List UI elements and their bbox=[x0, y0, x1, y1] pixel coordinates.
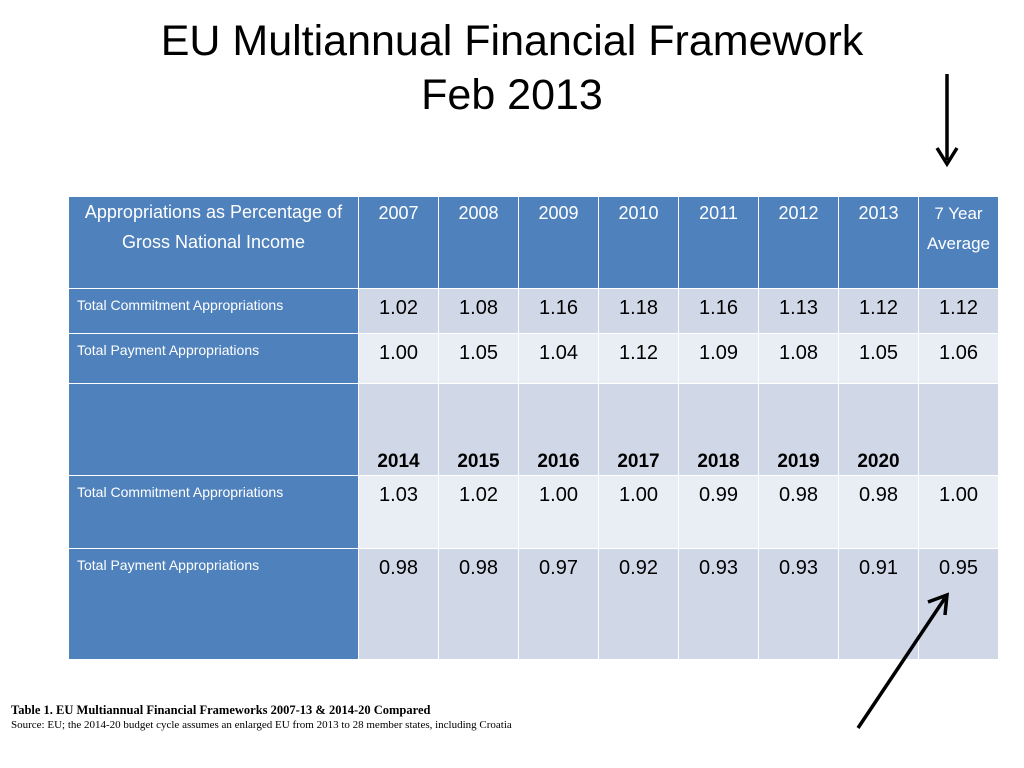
year-header: 2007 bbox=[358, 196, 439, 289]
header-row: Appropriations as Percentage of Gross Na… bbox=[68, 196, 999, 289]
table-cell: 1.16 bbox=[678, 288, 759, 334]
table-row: Total Commitment Appropriations 1.02 1.0… bbox=[68, 288, 999, 334]
table-cell: 0.99 bbox=[678, 475, 759, 549]
arrow-up-right-icon bbox=[856, 592, 950, 729]
year-label: 2019 bbox=[758, 383, 839, 476]
table-cell: 1.09 bbox=[678, 333, 759, 384]
table-cell: 1.04 bbox=[518, 333, 599, 384]
table-cell: 0.93 bbox=[678, 548, 759, 660]
title-line-2: Feb 2013 bbox=[421, 71, 603, 119]
table-cell: 1.13 bbox=[758, 288, 839, 334]
table-cell: 1.02 bbox=[438, 475, 519, 549]
year-header: 2013 bbox=[838, 196, 919, 289]
average-cell: 1.06 bbox=[918, 333, 999, 384]
table-row: Total Payment Appropriations 1.00 1.05 1… bbox=[68, 333, 999, 384]
caption-title: Table 1. EU Multiannual Financial Framew… bbox=[11, 703, 431, 717]
table-cell: 1.12 bbox=[838, 288, 919, 334]
table-cell: 1.08 bbox=[438, 288, 519, 334]
table-row: Total Payment Appropriations 0.98 0.98 0… bbox=[68, 548, 999, 660]
year-label: 2017 bbox=[598, 383, 679, 476]
mff-table: Appropriations as Percentage of Gross Na… bbox=[68, 196, 999, 660]
table-cell: 0.91 bbox=[838, 548, 919, 660]
year-header: 2009 bbox=[518, 196, 599, 289]
average-cell: 0.95 bbox=[918, 548, 999, 660]
table-cell: 1.16 bbox=[518, 288, 599, 334]
average-cell-empty bbox=[918, 383, 999, 476]
table-cell: 1.12 bbox=[598, 333, 679, 384]
row-label: Total Payment Appropriations bbox=[68, 333, 359, 384]
table-row: Total Commitment Appropriations 1.03 1.0… bbox=[68, 475, 999, 549]
title-line-1: EU Multiannual Financial Framework bbox=[160, 17, 864, 65]
caption-source: Source: EU; the 2014-20 budget cycle ass… bbox=[11, 719, 512, 731]
table-cell: 0.97 bbox=[518, 548, 599, 660]
year-label: 2015 bbox=[438, 383, 519, 476]
corner-header: Appropriations as Percentage of Gross Na… bbox=[68, 196, 359, 289]
table-cell: 1.00 bbox=[518, 475, 599, 549]
table-cell: 0.98 bbox=[758, 475, 839, 549]
year-row-2014-2020: 2014 2015 2016 2017 2018 2019 2020 bbox=[68, 383, 999, 476]
table-cell: 1.05 bbox=[438, 333, 519, 384]
year-label: 2018 bbox=[678, 383, 759, 476]
year-label: 2020 bbox=[838, 383, 919, 476]
row-label: Total Commitment Appropriations bbox=[68, 288, 359, 334]
row-label: Total Commitment Appropriations bbox=[68, 475, 359, 549]
arrow-down-icon bbox=[935, 74, 959, 168]
table-cell: 0.98 bbox=[438, 548, 519, 660]
year-header: 2010 bbox=[598, 196, 679, 289]
year-label: 2014 bbox=[358, 383, 439, 476]
table-cell: 1.00 bbox=[358, 333, 439, 384]
year-header: 2012 bbox=[758, 196, 839, 289]
table-cell: 0.93 bbox=[758, 548, 839, 660]
table-cell: 1.00 bbox=[598, 475, 679, 549]
table-cell: 0.98 bbox=[358, 548, 439, 660]
table-caption: Table 1. EU Multiannual Financial Framew… bbox=[11, 702, 771, 733]
average-header: 7 Year Average bbox=[918, 196, 999, 289]
table-cell: 1.03 bbox=[358, 475, 439, 549]
row-label-empty bbox=[68, 383, 359, 476]
table-cell: 1.18 bbox=[598, 288, 679, 334]
average-cell: 1.00 bbox=[918, 475, 999, 549]
year-header: 2011 bbox=[678, 196, 759, 289]
average-cell: 1.12 bbox=[918, 288, 999, 334]
year-label: 2016 bbox=[518, 383, 599, 476]
row-label: Total Payment Appropriations bbox=[68, 548, 359, 660]
table-cell: 1.02 bbox=[358, 288, 439, 334]
table-cell: 0.98 bbox=[838, 475, 919, 549]
table-cell: 0.92 bbox=[598, 548, 679, 660]
table-cell: 1.08 bbox=[758, 333, 839, 384]
slide-title: EU Multiannual Financial Framework Feb 2… bbox=[0, 14, 1024, 122]
table-cell: 1.05 bbox=[838, 333, 919, 384]
year-header: 2008 bbox=[438, 196, 519, 289]
